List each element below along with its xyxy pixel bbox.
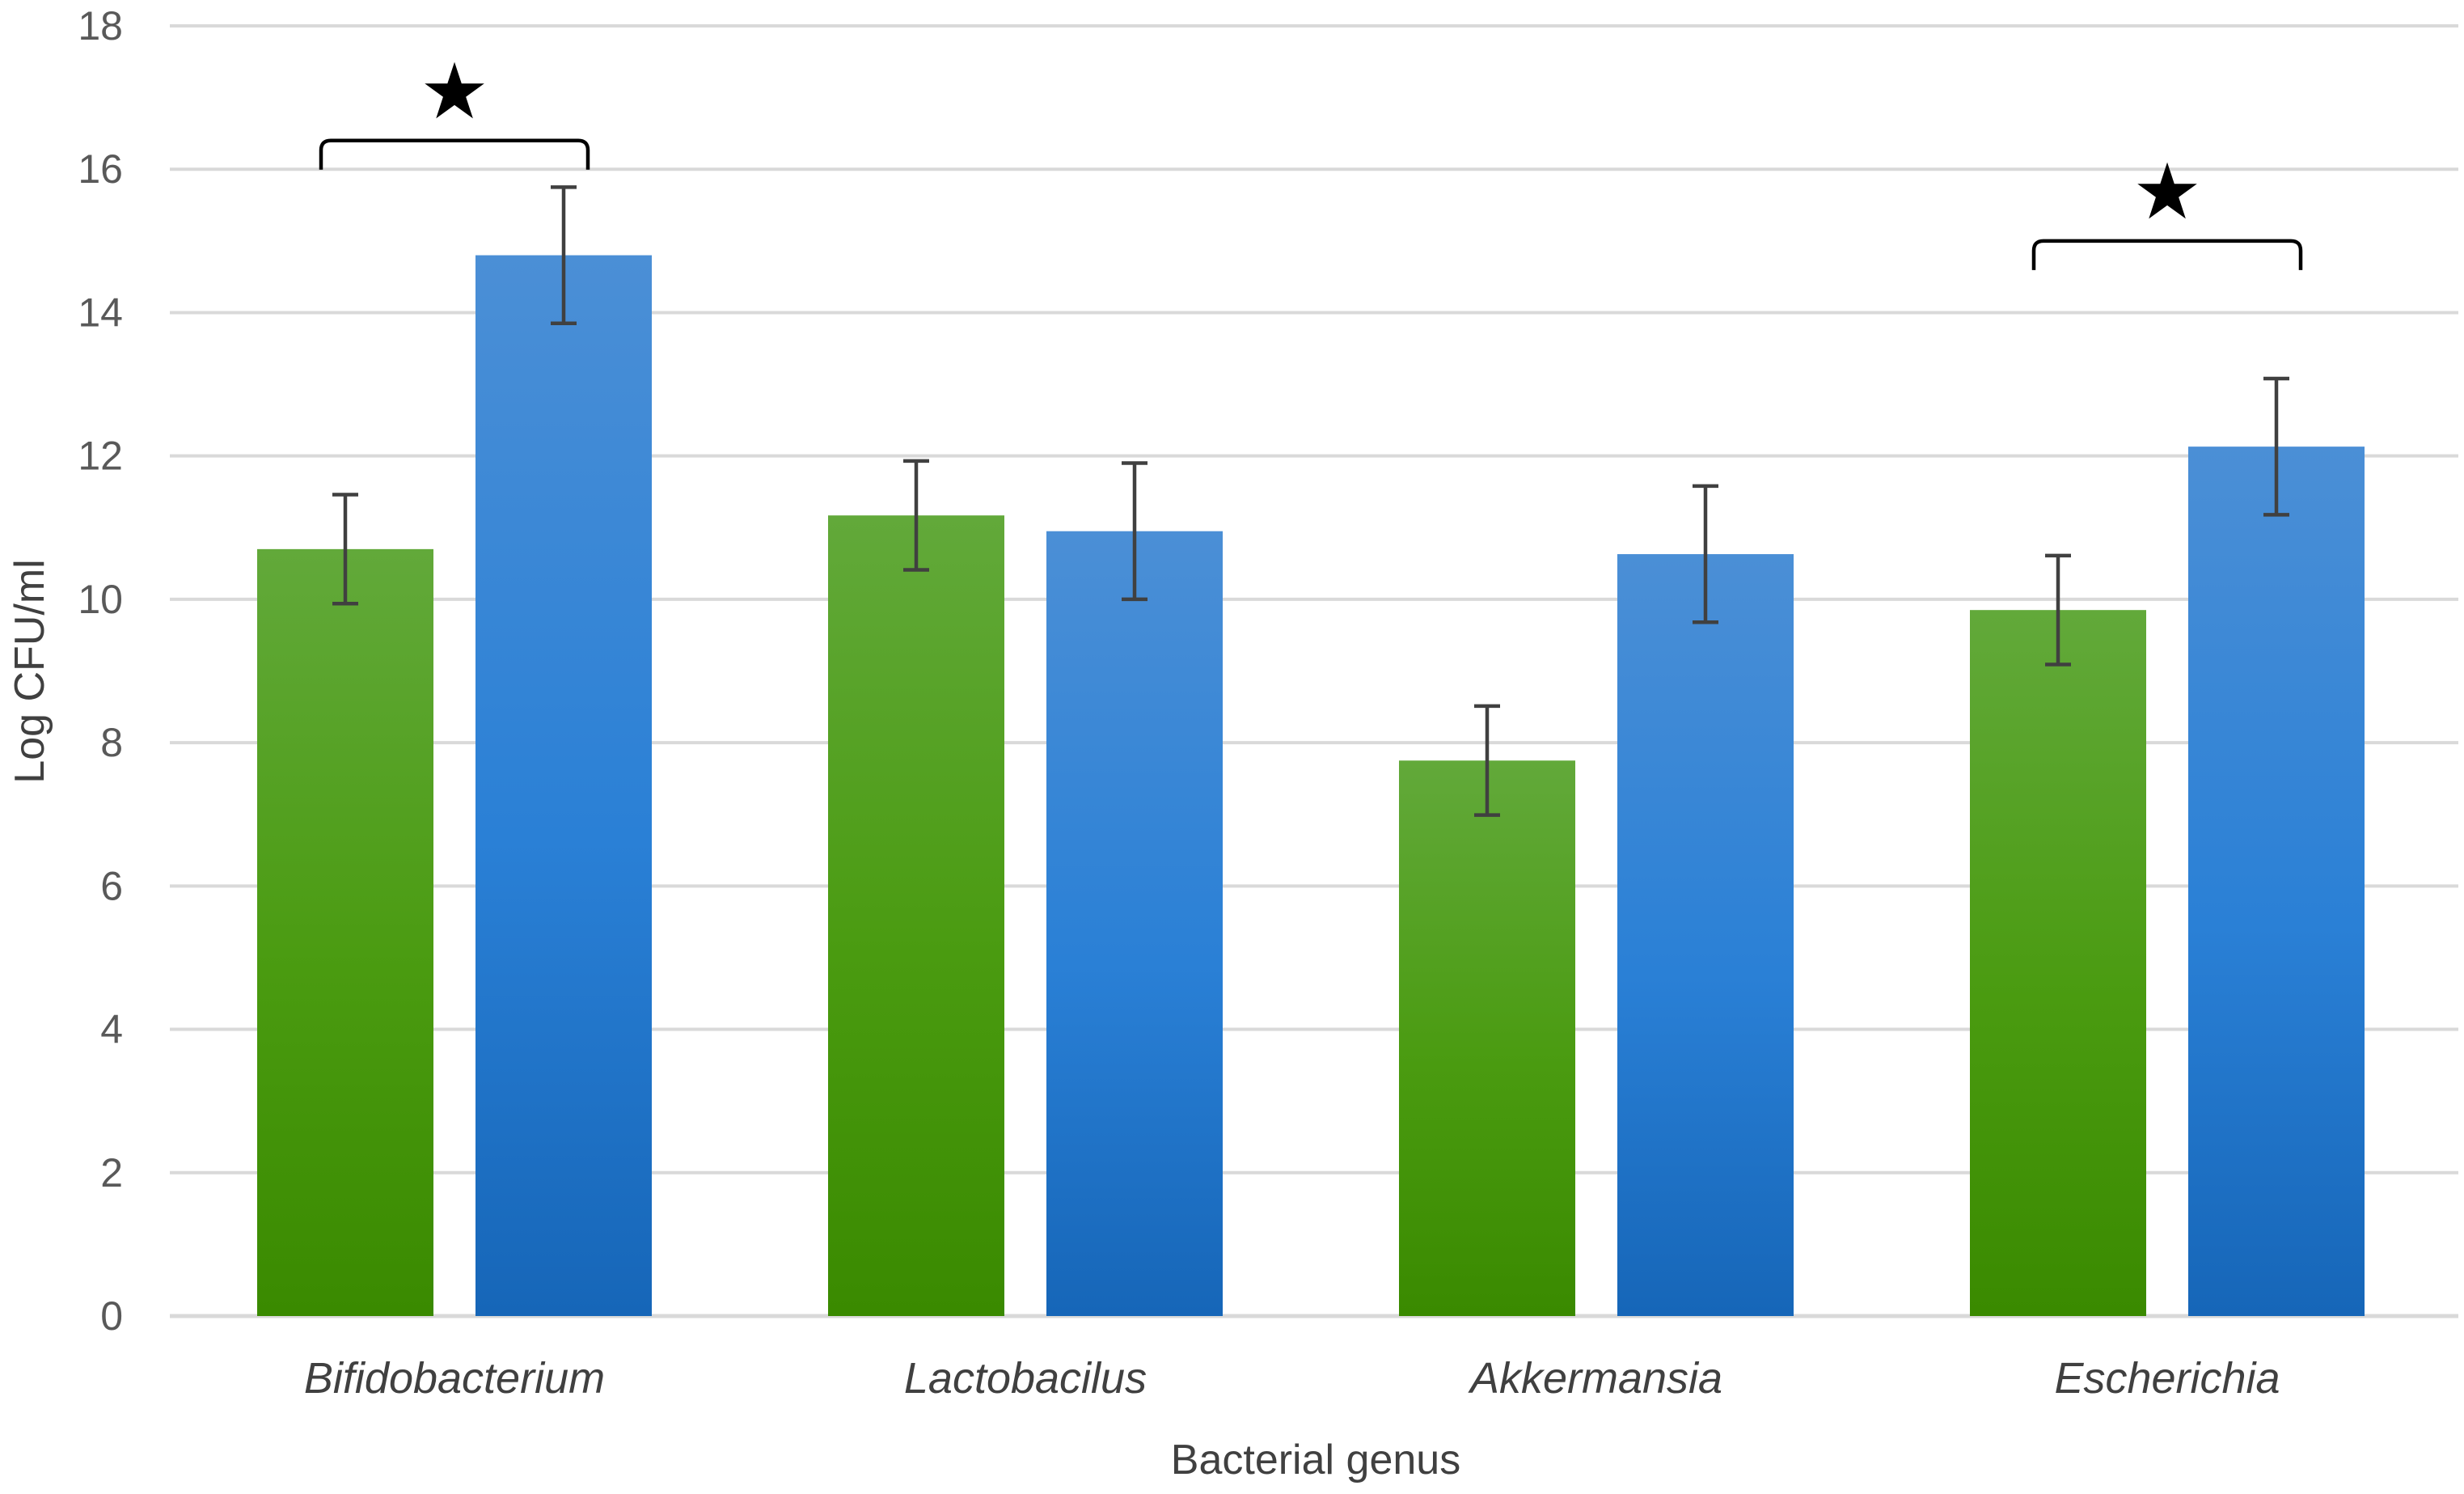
y-tick-label: 2	[100, 1150, 123, 1196]
error-bar-green-bifidobacterium	[332, 493, 358, 606]
x-tick-label-lactobacilus: Lactobacilus	[904, 1354, 1147, 1403]
error-bar-green-escherichia	[2045, 553, 2071, 667]
bars	[257, 255, 2365, 1316]
bar-green-akkermansia	[1399, 760, 1575, 1316]
y-tick-label: 12	[78, 434, 123, 479]
y-axis-title: Log CFU/ml	[6, 559, 53, 783]
axis-labels: 0 2 4 6 8 10 12 14 16 18 Bifidobacterium Lactobacil…	[78, 3, 2280, 1403]
bar-green-lactobacilus	[828, 515, 1004, 1316]
bar-green-escherichia	[1970, 610, 2146, 1316]
significance-star-icon: ★	[420, 49, 489, 135]
bar-green-bifidobacterium	[257, 548, 433, 1316]
error-bar-blue-escherichia	[2263, 376, 2289, 517]
y-tick-label: 0	[100, 1293, 123, 1339]
error-bar-green-akkermansia	[1474, 704, 1500, 817]
y-tick-label: 4	[100, 1007, 123, 1052]
bar-blue-bifidobacterium	[475, 255, 652, 1316]
x-axis-title: Bacterial genus	[1171, 1437, 1460, 1483]
y-tick-label: 8	[100, 720, 123, 765]
x-tick-label-bifidobacterium: Bifidobacterium	[304, 1354, 605, 1403]
y-tick-label: 16	[78, 146, 123, 192]
error-bars	[332, 185, 2289, 817]
bar-blue-akkermansia	[1617, 554, 1794, 1316]
y-tick-label: 14	[78, 290, 123, 335]
error-bar-blue-akkermansia	[1693, 484, 1718, 624]
bar-blue-lactobacilus	[1046, 531, 1223, 1316]
error-bar-blue-bifidobacterium	[551, 185, 577, 325]
y-tick-label: 6	[100, 863, 123, 908]
significance-star-icon: ★	[2132, 149, 2202, 235]
significance-markers: ★★	[319, 49, 2303, 270]
x-tick-label-akkermansia: Akkermansia	[1468, 1354, 1722, 1403]
error-bar-green-lactobacilus	[903, 459, 929, 572]
y-tick-label: 10	[78, 577, 123, 622]
significance-bracket-bifidobacterium	[319, 138, 590, 170]
x-tick-label-escherichia: Escherichia	[2054, 1354, 2280, 1403]
bar-blue-escherichia	[2188, 447, 2365, 1316]
error-bar-blue-lactobacilus	[1122, 461, 1147, 602]
significance-bracket-escherichia	[2031, 239, 2303, 270]
y-tick-label: 18	[78, 3, 123, 49]
